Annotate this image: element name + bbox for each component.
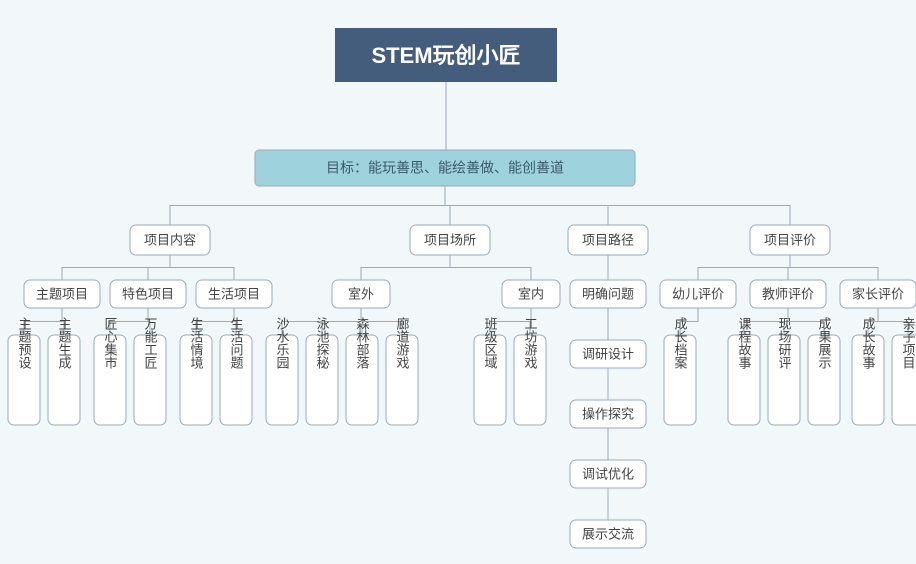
- leaf-label: 工坊游戏: [523, 317, 538, 370]
- leaf-label: 廊道游戏: [395, 316, 410, 370]
- node-label: 项目路径: [582, 232, 634, 247]
- node-label: 幼儿评价: [672, 286, 724, 301]
- leaf-label: 森林部落: [355, 317, 370, 369]
- connector: [361, 255, 450, 280]
- node-label: 调研设计: [582, 346, 634, 361]
- node-label: 教师评价: [762, 286, 814, 301]
- node-label: 操作探究: [582, 406, 634, 421]
- leaf-label: 课程故事: [737, 317, 752, 369]
- node-label: 项目内容: [144, 232, 196, 247]
- node-label: 室外: [348, 286, 374, 301]
- node-label: 项目评价: [764, 232, 816, 247]
- tree-diagram: STEM玩创小匠目标：能玩善思、能绘善做、能创善道项目内容 项目场所 项目路径 项目评…: [0, 0, 916, 564]
- leaf-label: 泳池探秘: [315, 317, 330, 369]
- connector: [445, 186, 790, 225]
- node-label: 主题项目: [36, 286, 88, 301]
- leaf-label: 主题生成: [57, 317, 72, 370]
- leaf-label: 沙水乐园: [275, 317, 290, 369]
- leaf-label: 生活问题: [229, 317, 244, 370]
- leaf-label: 亲子项目: [901, 317, 916, 369]
- goal-label: 目标：能玩善思、能绘善做、能创善道: [326, 160, 564, 176]
- root-label: STEM玩创小匠: [371, 43, 520, 68]
- connector: [698, 255, 790, 280]
- node-label: 室内: [518, 286, 544, 301]
- leaf-label: 万能工匠: [143, 317, 158, 369]
- node-label: 项目场所: [424, 232, 476, 247]
- leaf-label: 成果展示: [817, 317, 832, 369]
- leaf-label: 主题预设: [17, 317, 32, 369]
- connector: [790, 255, 878, 280]
- leaf-label: 成长故事: [861, 317, 876, 369]
- node-label: 生活项目: [208, 286, 260, 301]
- connector: [170, 255, 234, 280]
- node-label: 明确问题: [582, 286, 634, 301]
- node-label: 展示交流: [582, 526, 634, 541]
- leaf-label: 成长档案: [673, 317, 688, 369]
- node-label: 家长评价: [852, 286, 904, 301]
- connector: [450, 255, 531, 280]
- leaf-label: 现场研评: [777, 317, 792, 369]
- connector: [170, 186, 445, 225]
- leaf-label: 班级区域: [483, 317, 498, 369]
- leaf-label: 生活情境: [189, 317, 204, 369]
- node-label: 特色项目: [122, 286, 174, 301]
- connector: [148, 255, 170, 280]
- node-label: 调试优化: [582, 466, 634, 481]
- leaf-label: 匠心集市: [103, 317, 118, 369]
